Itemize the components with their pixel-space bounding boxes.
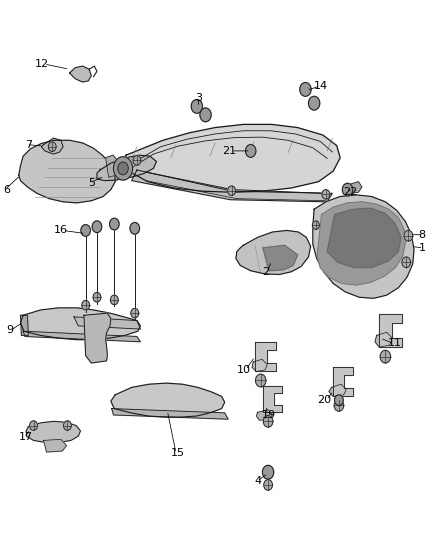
Polygon shape [70, 66, 91, 82]
Polygon shape [19, 140, 115, 203]
Circle shape [343, 183, 353, 196]
Text: 7: 7 [25, 140, 32, 150]
Polygon shape [333, 367, 353, 397]
Polygon shape [74, 317, 141, 329]
Polygon shape [317, 202, 405, 285]
Polygon shape [252, 359, 267, 372]
Polygon shape [123, 124, 340, 192]
Circle shape [380, 350, 391, 363]
Polygon shape [329, 384, 346, 397]
Text: 10: 10 [237, 365, 251, 375]
Polygon shape [84, 313, 111, 363]
Polygon shape [112, 409, 228, 419]
Polygon shape [21, 316, 28, 335]
Circle shape [93, 293, 101, 302]
Circle shape [131, 309, 139, 318]
Text: 16: 16 [54, 225, 68, 236]
Text: 17: 17 [19, 432, 33, 442]
Polygon shape [21, 308, 141, 340]
Polygon shape [111, 383, 225, 417]
Circle shape [82, 301, 90, 310]
Circle shape [228, 186, 236, 196]
Circle shape [200, 108, 211, 122]
Polygon shape [313, 195, 414, 298]
Circle shape [334, 400, 344, 411]
Circle shape [30, 421, 38, 430]
Text: 2: 2 [262, 267, 269, 277]
Polygon shape [379, 314, 402, 347]
Polygon shape [236, 230, 311, 274]
Circle shape [81, 224, 91, 236]
Polygon shape [41, 138, 63, 154]
Circle shape [300, 83, 311, 96]
Circle shape [133, 156, 141, 165]
Circle shape [402, 257, 410, 268]
Circle shape [191, 100, 202, 114]
Text: 20: 20 [318, 395, 332, 405]
Text: 5: 5 [88, 177, 95, 188]
Polygon shape [375, 332, 392, 347]
Circle shape [255, 374, 266, 387]
Text: 14: 14 [314, 81, 328, 91]
Polygon shape [23, 331, 141, 342]
Polygon shape [350, 182, 362, 193]
Text: 12: 12 [35, 59, 49, 69]
Polygon shape [255, 342, 276, 372]
Text: 19: 19 [262, 410, 276, 420]
Circle shape [118, 162, 128, 175]
Circle shape [113, 157, 133, 180]
Polygon shape [256, 410, 272, 420]
Circle shape [312, 221, 319, 229]
Polygon shape [106, 155, 119, 177]
Text: 4: 4 [255, 477, 262, 486]
Circle shape [263, 416, 273, 427]
Text: 9: 9 [6, 325, 13, 335]
Text: 6: 6 [3, 184, 10, 195]
Circle shape [404, 230, 413, 241]
Text: 22: 22 [343, 187, 357, 197]
Polygon shape [43, 439, 67, 452]
Circle shape [262, 465, 274, 479]
Circle shape [130, 222, 140, 234]
Circle shape [110, 218, 119, 230]
Circle shape [92, 221, 102, 232]
Circle shape [246, 144, 256, 157]
Text: 21: 21 [222, 146, 236, 156]
Circle shape [48, 142, 56, 151]
Polygon shape [263, 245, 298, 271]
Circle shape [110, 295, 118, 305]
Polygon shape [26, 421, 81, 442]
Polygon shape [263, 386, 283, 413]
Text: 3: 3 [195, 93, 202, 103]
Polygon shape [132, 170, 332, 202]
Circle shape [335, 395, 343, 406]
Polygon shape [327, 208, 401, 268]
Text: 15: 15 [171, 448, 185, 458]
Text: 8: 8 [418, 230, 425, 240]
Circle shape [64, 421, 71, 430]
Text: 1: 1 [418, 243, 425, 253]
Circle shape [322, 190, 330, 199]
Circle shape [308, 96, 320, 110]
Text: 11: 11 [388, 338, 402, 349]
Circle shape [264, 480, 272, 490]
Polygon shape [97, 155, 156, 181]
